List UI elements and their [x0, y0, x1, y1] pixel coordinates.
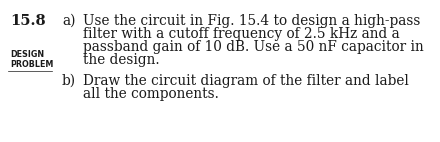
Text: a): a) [62, 14, 76, 28]
Text: DESIGN: DESIGN [10, 50, 44, 59]
Text: filter with a cutoff frequency of 2.5 kHz and a: filter with a cutoff frequency of 2.5 kH… [83, 27, 400, 41]
Text: the design.: the design. [83, 53, 160, 67]
Text: all the components.: all the components. [83, 87, 219, 101]
Text: PROBLEM: PROBLEM [10, 60, 53, 69]
Text: 15.8: 15.8 [10, 14, 46, 28]
Text: b): b) [62, 74, 76, 88]
Text: passband gain of 10 dB. Use a 50 nF capacitor in: passband gain of 10 dB. Use a 50 nF capa… [83, 40, 424, 54]
Text: Use the circuit in Fig. 15.4 to design a high-pass: Use the circuit in Fig. 15.4 to design a… [83, 14, 420, 28]
Text: Draw the circuit diagram of the filter and label: Draw the circuit diagram of the filter a… [83, 74, 409, 88]
